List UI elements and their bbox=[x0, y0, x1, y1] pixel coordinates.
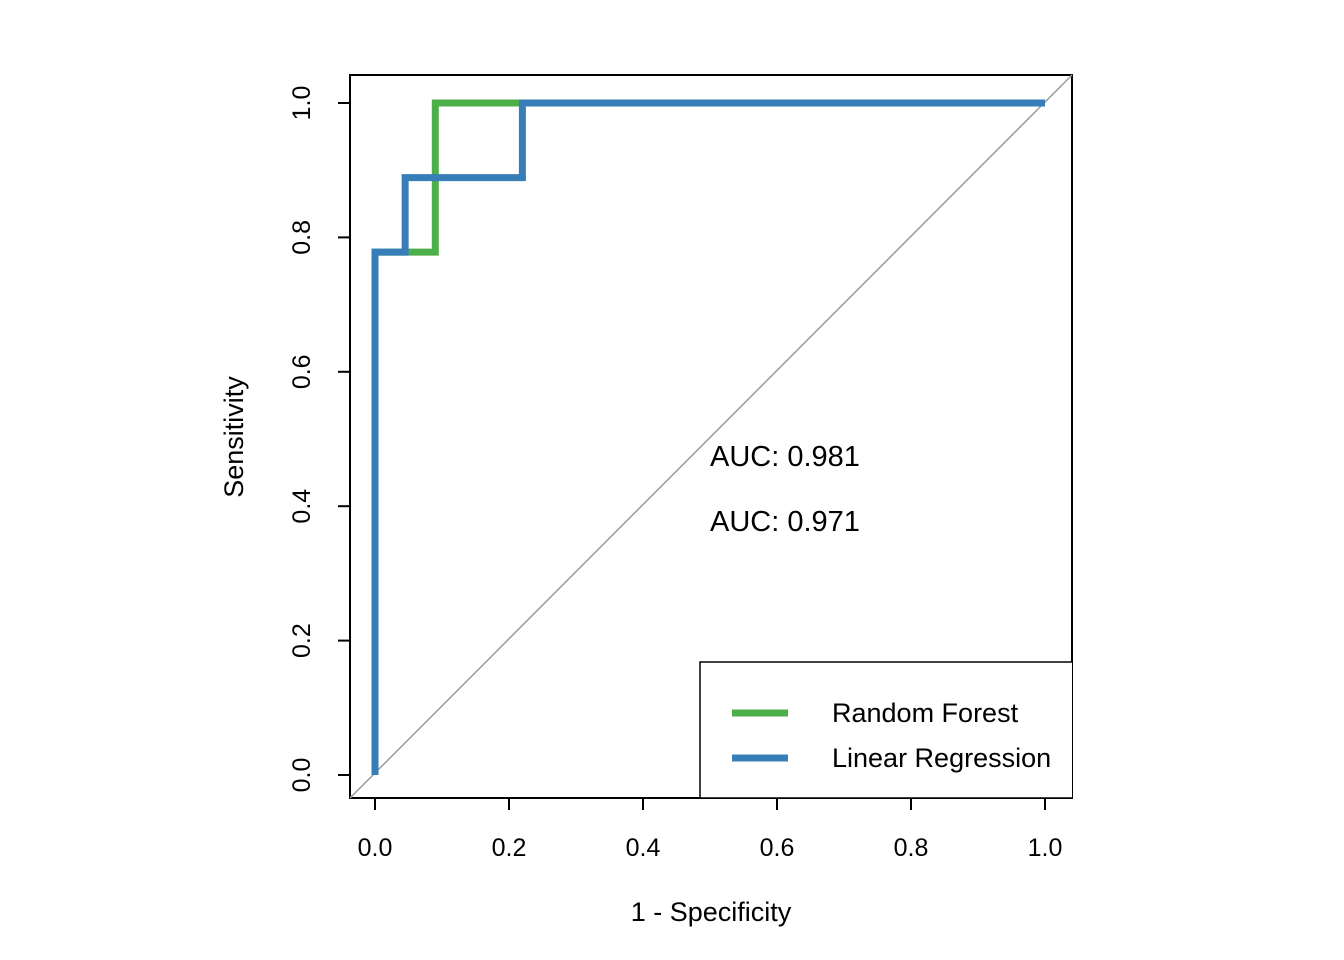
x-tick-label: 0.0 bbox=[358, 834, 393, 862]
x-tick-label: 0.6 bbox=[760, 834, 795, 862]
auc-annotation-auc-0-971: AUC: 0.971 bbox=[710, 506, 860, 538]
x-axis-title: 1 - Specificity bbox=[631, 897, 792, 927]
y-tick-label: 0.4 bbox=[288, 489, 316, 524]
x-tick-label: 1.0 bbox=[1028, 834, 1063, 862]
x-tick-label: 0.8 bbox=[894, 834, 929, 862]
y-tick-label: 0.8 bbox=[288, 220, 316, 255]
y-tick-label: 0.0 bbox=[288, 758, 316, 793]
y-tick-label: 1.0 bbox=[288, 86, 316, 121]
roc-curve-linear-regression bbox=[371, 99, 1045, 775]
x-tick-label: 0.4 bbox=[626, 834, 661, 862]
y-tick-label: 0.2 bbox=[288, 623, 316, 658]
x-tick-label: 0.2 bbox=[492, 834, 527, 862]
chart-generated-layer: 0.0 0.2 0.4 0.6 0.8 1.0 0.0 0.2 0.4 0.6 0.8 1.0 AUC:… bbox=[288, 74, 1073, 862]
y-axis-title: Sensitivity bbox=[219, 376, 249, 498]
y-tick-label: 0.6 bbox=[288, 354, 316, 389]
diagonal-reference-line bbox=[349, 74, 1073, 799]
legend-label-random-forest: Random Forest bbox=[832, 698, 1019, 728]
legend: Random Forest Linear Regression bbox=[699, 661, 1072, 798]
auc-annotation-auc-0-981: AUC: 0.981 bbox=[710, 441, 860, 473]
legend-label-linear-regression: Linear Regression bbox=[832, 743, 1051, 773]
legend-box bbox=[699, 661, 1072, 798]
